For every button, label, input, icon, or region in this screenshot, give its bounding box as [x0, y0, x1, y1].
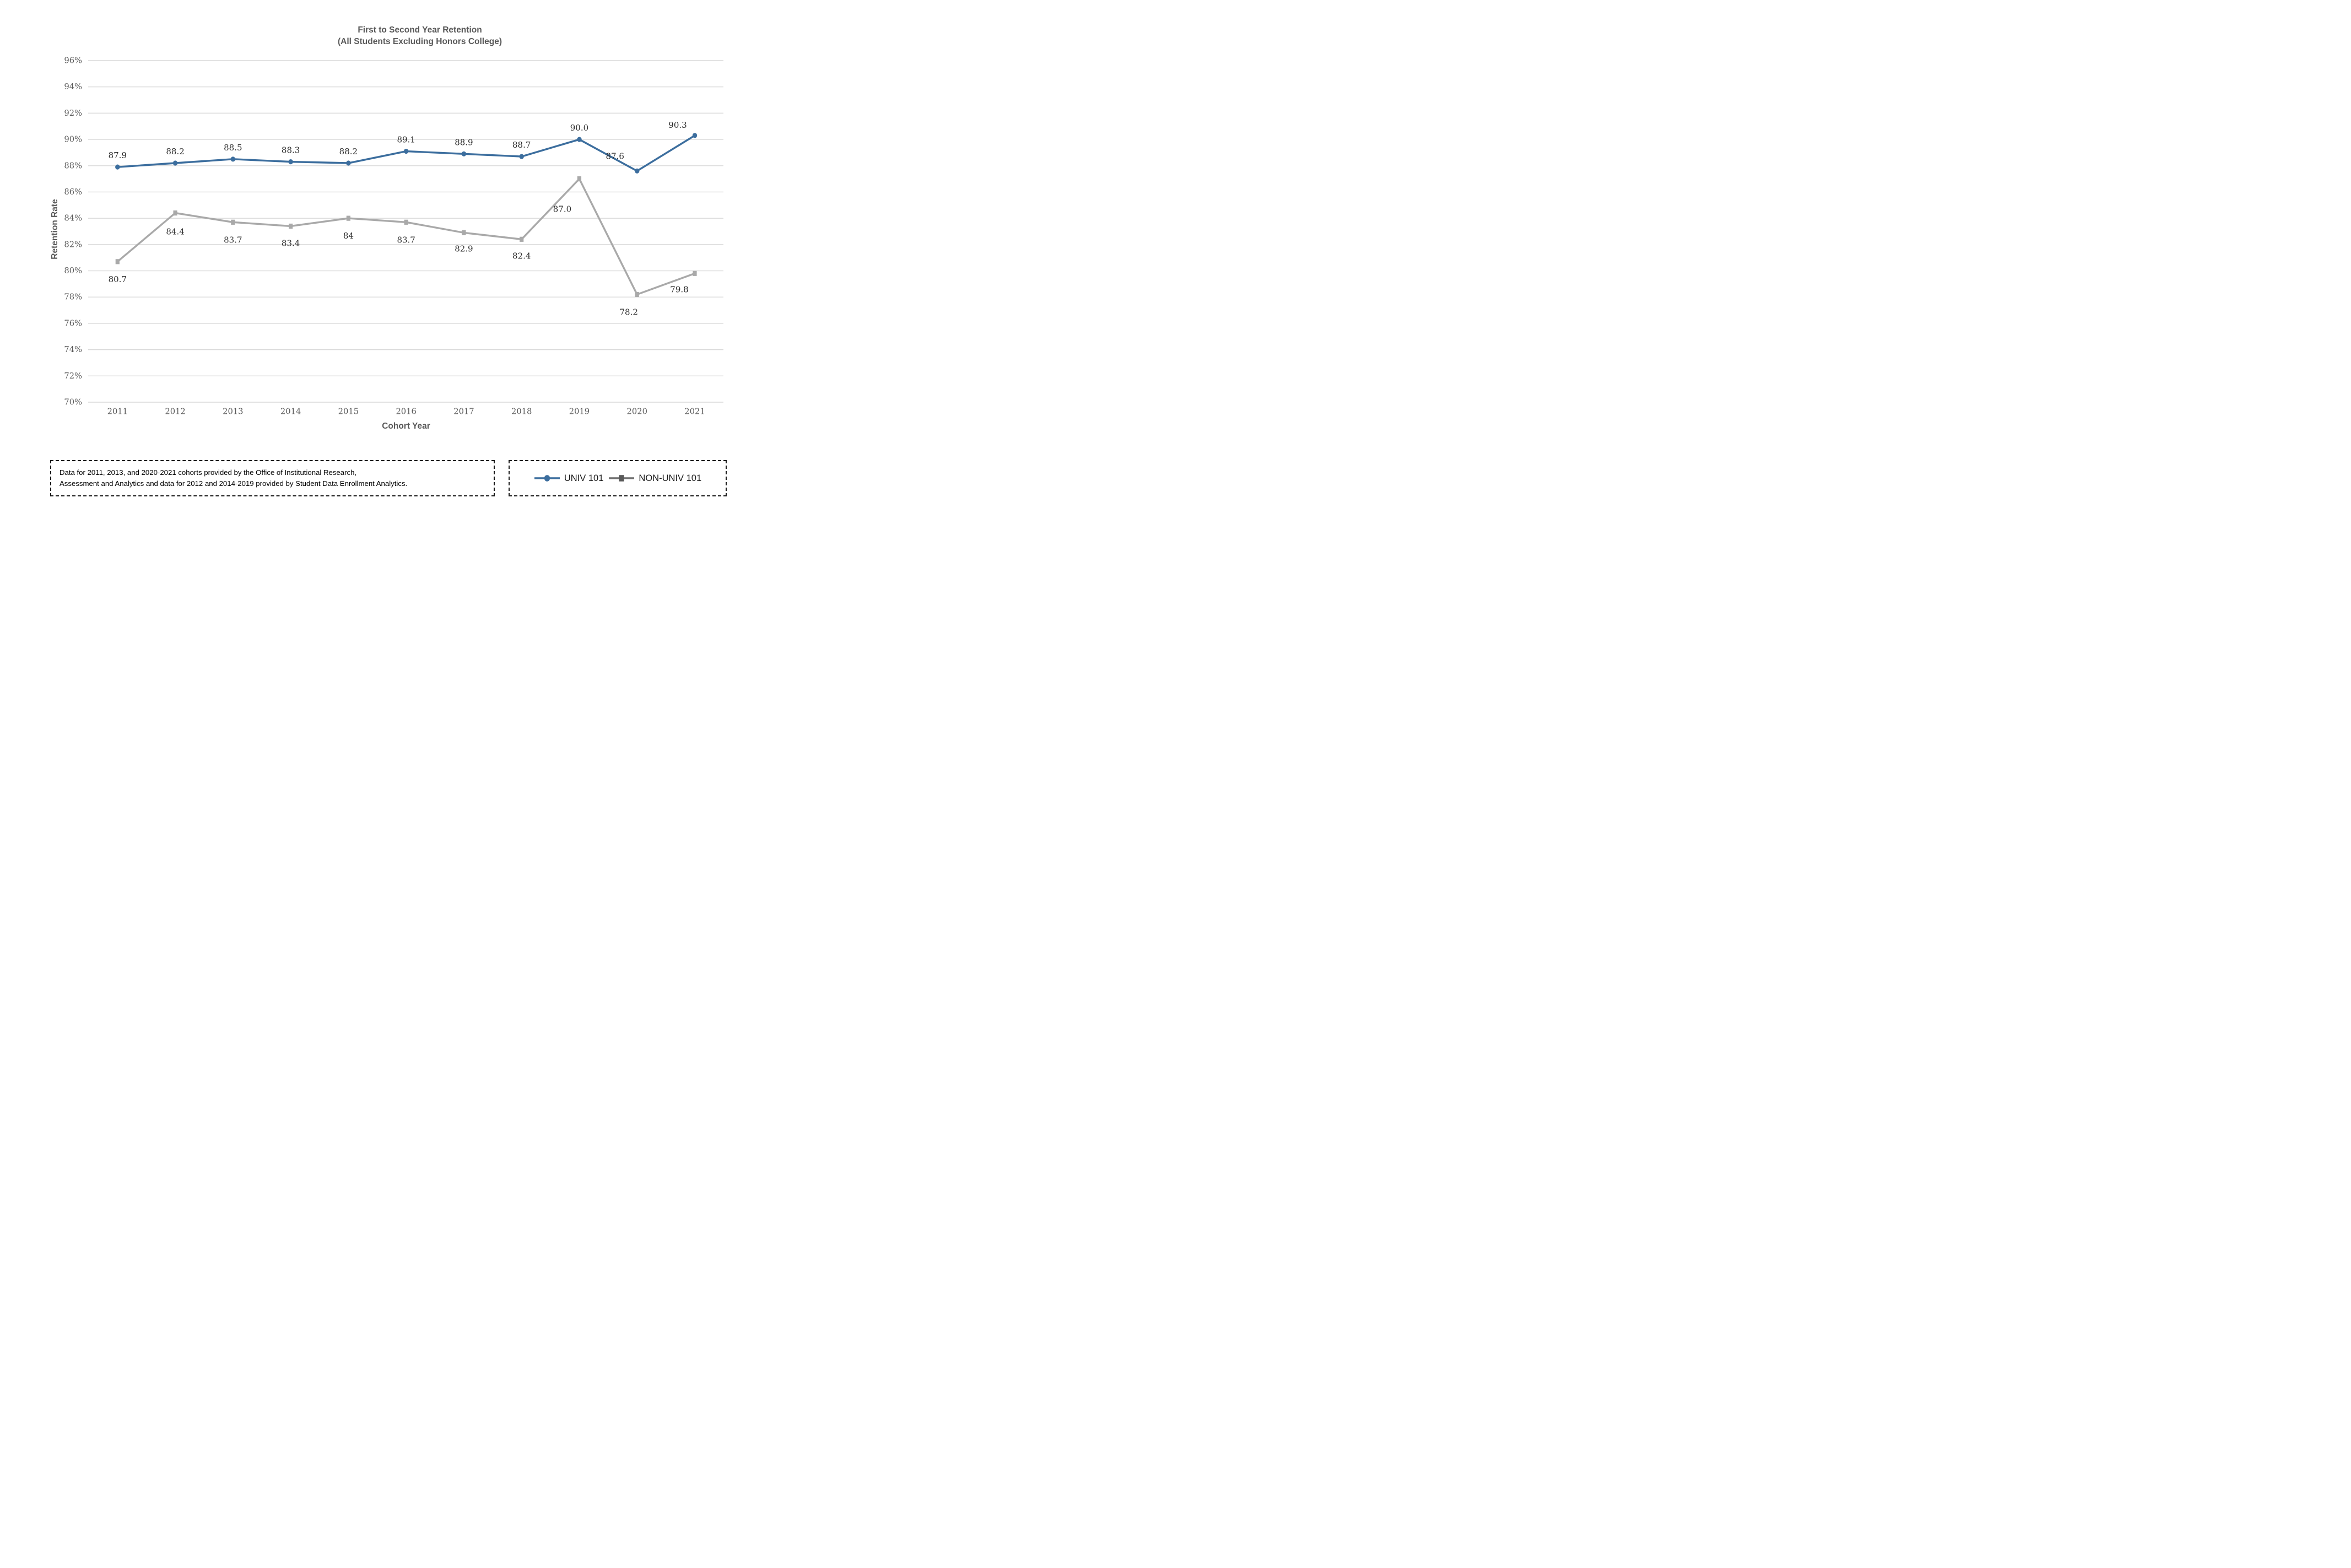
univ-101-marker-2018: [519, 154, 524, 159]
univ-101-data-label-2020: 87.6: [606, 151, 624, 161]
x-tick-label: 2018: [511, 407, 532, 417]
y-axis-title: Retention Rate: [50, 199, 60, 259]
univ-101-data-label-2012: 88.2: [166, 147, 184, 156]
legend-box: UNIV 101 NON-UNIV 101: [509, 460, 727, 496]
x-tick-label: 2013: [223, 407, 243, 417]
y-tick-label: 84%: [64, 214, 82, 223]
non-univ-101-data-label-2015: 84: [343, 231, 354, 241]
legend-label-univ-101: UNIV 101: [564, 473, 604, 483]
univ-101-marker-2020: [635, 168, 640, 174]
legend-item-non-univ-101: NON-UNIV 101: [608, 473, 701, 484]
univ-101-marker-2015: [346, 160, 351, 166]
non-univ-101-marker-2014: [289, 223, 293, 229]
univ-101-data-label-2015: 88.2: [339, 147, 358, 156]
y-tick-label: 90%: [64, 135, 82, 144]
univ-101-marker-2017: [461, 151, 467, 156]
chart-title-line2: (All Students Excluding Honors College): [338, 37, 502, 46]
footnote-line2: Assessment and Analytics and data for 20…: [60, 479, 408, 488]
y-tick-label: 86%: [64, 187, 82, 197]
non-univ-101-data-label-2016: 83.7: [397, 235, 415, 245]
non-univ-101-marker-2019: [577, 176, 582, 182]
univ-101-data-label-2021: 90.3: [668, 120, 687, 130]
univ-101-marker-2019: [577, 137, 582, 142]
non-univ-101-data-label-2012: 84.4: [166, 227, 184, 237]
x-tick-label: 2020: [627, 407, 647, 417]
x-tick-label: 2021: [684, 407, 705, 417]
y-tick-label: 78%: [64, 293, 82, 302]
y-tick-label: 82%: [64, 240, 82, 249]
univ-101-data-label-2019: 90.0: [570, 123, 588, 133]
non-univ-101-marker-2016: [404, 219, 408, 225]
y-tick-label: 76%: [64, 318, 82, 328]
y-tick-label: 74%: [64, 345, 82, 354]
univ-101-data-label-2014: 88.3: [282, 145, 300, 155]
univ-101-data-label-2016: 89.1: [397, 135, 415, 145]
univ-101-marker-2016: [403, 148, 409, 154]
y-tick-label: 96%: [64, 56, 82, 66]
non-univ-101-data-label-2017: 82.9: [455, 244, 473, 253]
univ-101-marker-2014: [288, 159, 293, 165]
non-univ-101-data-label-2011: 80.7: [109, 274, 127, 284]
non-univ-101-legend-marker: [619, 475, 625, 482]
non-univ-101-marker-2013: [231, 219, 235, 225]
legend-item-univ-101: UNIV 101: [534, 473, 604, 484]
non-univ-101-data-label-2014: 83.4: [282, 238, 300, 248]
y-tick-label: 92%: [64, 109, 82, 118]
footnote-line1: Data for 2011, 2013, and 2020-2021 cohor…: [60, 468, 357, 477]
y-tick-label: 94%: [64, 82, 82, 91]
non-univ-101-marker-2015: [346, 215, 350, 221]
footnote-box: Data for 2011, 2013, and 2020-2021 cohor…: [50, 460, 495, 496]
non-univ-101-marker-2012: [173, 210, 177, 216]
x-tick-label: 2019: [569, 407, 590, 417]
chart-title: First to Second Year Retention (All Stud…: [338, 24, 502, 47]
univ-101-data-label-2011: 87.9: [109, 150, 127, 160]
non-univ-101-marker-2017: [462, 230, 466, 235]
y-tick-label: 80%: [64, 266, 82, 275]
non-univ-101-marker-2018: [520, 236, 524, 242]
non-univ-101-legend-swatch: [609, 475, 635, 482]
univ-101-marker-2011: [115, 164, 120, 170]
x-tick-label: 2017: [453, 407, 474, 417]
non-univ-101-marker-2020: [635, 291, 639, 298]
non-univ-101-data-label-2020: 78.2: [620, 307, 638, 317]
univ-101-data-label-2013: 88.5: [224, 143, 242, 153]
chart-canvas: First to Second Year Retention (All Stud…: [0, 0, 783, 523]
univ-101-marker-2013: [230, 156, 236, 162]
univ-101-marker-2012: [172, 160, 178, 166]
non-univ-101-data-label-2013: 83.7: [224, 235, 242, 245]
x-tick-label: 2012: [165, 407, 185, 417]
plot-area: 96% 94% 92% 90% 88% 86% 84% 82% 80% 78% 76% 74% 72% 7…: [64, 56, 723, 417]
y-tick-label: 88%: [64, 161, 82, 170]
non-univ-101-data-label-2018: 82.4: [512, 251, 531, 261]
legend-label-non-univ-101: NON-UNIV 101: [639, 473, 702, 483]
x-tick-label: 2016: [396, 407, 416, 417]
x-tick-label: 2014: [280, 407, 301, 417]
non-univ-101-marker-2011: [115, 259, 120, 264]
chart-title-line1: First to Second Year Retention: [358, 25, 482, 35]
y-tick-label: 72%: [64, 371, 82, 381]
univ-101-data-label-2018: 88.7: [512, 140, 531, 150]
univ-101-legend-swatch: [534, 475, 560, 482]
univ-101-marker-2021: [692, 133, 698, 138]
non-univ-101-data-label-2021: 79.8: [670, 284, 688, 294]
x-tick-label: 2015: [338, 407, 359, 417]
x-axis-title: Cohort Year: [382, 421, 430, 431]
univ-101-data-label-2017: 88.9: [455, 137, 473, 147]
y-tick-label: 70%: [64, 398, 82, 407]
non-univ-101-data-label-2019: 87.0: [553, 204, 571, 214]
univ-101-legend-marker: [544, 475, 550, 482]
x-tick-label: 2011: [107, 407, 128, 417]
non-univ-101-marker-2021: [693, 271, 697, 276]
